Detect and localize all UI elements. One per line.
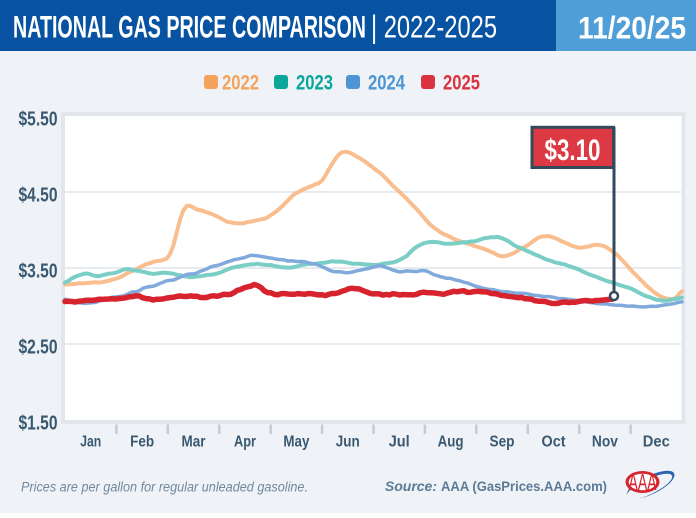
svg-text:$3.10: $3.10 bbox=[545, 134, 601, 167]
svg-text:Source:: Source: bbox=[385, 478, 437, 494]
svg-text:Apr: Apr bbox=[234, 434, 256, 451]
svg-text:AAA: AAA bbox=[629, 469, 657, 495]
svg-text:Jul: Jul bbox=[389, 434, 410, 451]
svg-text:Dec: Dec bbox=[643, 434, 670, 451]
svg-text:NATIONAL GAS PRICE COMPARISON: NATIONAL GAS PRICE COMPARISON bbox=[13, 9, 366, 45]
svg-text:AAA (GasPrices.AAA.com): AAA (GasPrices.AAA.com) bbox=[441, 478, 607, 494]
svg-text:2024: 2024 bbox=[368, 72, 405, 95]
svg-text:2023: 2023 bbox=[296, 72, 333, 95]
svg-text:2025: 2025 bbox=[443, 72, 480, 95]
svg-text:$1.50: $1.50 bbox=[19, 412, 58, 434]
svg-text:$2.50: $2.50 bbox=[19, 336, 58, 358]
svg-text:Aug: Aug bbox=[438, 434, 464, 451]
svg-text:Jan: Jan bbox=[80, 434, 101, 451]
svg-text:2022: 2022 bbox=[222, 72, 259, 95]
svg-text:Mar: Mar bbox=[182, 434, 206, 451]
svg-text:11/20/25: 11/20/25 bbox=[578, 10, 686, 46]
svg-text:| 2022-2025: | 2022-2025 bbox=[371, 9, 497, 45]
svg-text:$5.50: $5.50 bbox=[19, 108, 58, 130]
svg-text:May: May bbox=[283, 434, 309, 451]
svg-text:Feb: Feb bbox=[130, 434, 154, 451]
svg-text:$3.50: $3.50 bbox=[19, 260, 58, 282]
svg-text:Nov: Nov bbox=[592, 434, 618, 451]
svg-text:Prices are per gallon for regu: Prices are per gallon for regular unlead… bbox=[21, 480, 308, 495]
svg-text:Oct: Oct bbox=[542, 434, 566, 451]
svg-text:Jun: Jun bbox=[336, 434, 360, 451]
svg-text:$4.50: $4.50 bbox=[19, 184, 58, 206]
svg-text:Sep: Sep bbox=[490, 434, 515, 451]
